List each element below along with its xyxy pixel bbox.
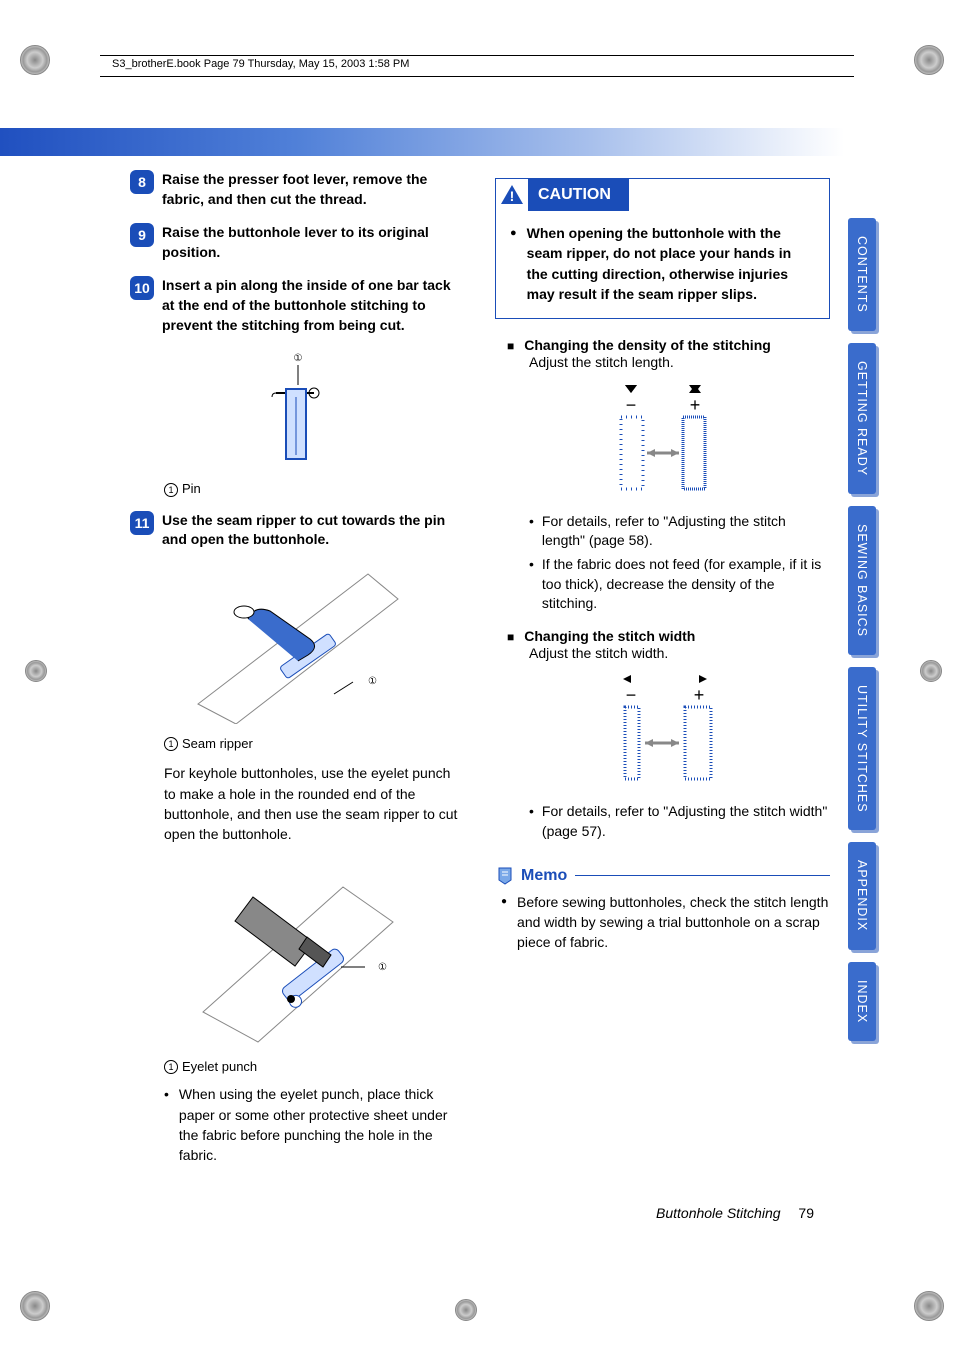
bullet-text: When using the eyelet punch, place thick… (179, 1084, 465, 1165)
width-bullet-1: For details, refer to "Adjusting the sti… (529, 802, 830, 841)
step-text: Raise the presser foot lever, remove the… (162, 170, 465, 209)
diagram-density: − + (495, 385, 830, 500)
density-body: Adjust the stitch length. (529, 353, 830, 373)
svg-text:①: ① (368, 676, 377, 687)
svg-text:−: − (625, 685, 636, 705)
svg-text:+: + (689, 395, 700, 415)
eyelet-bullet: When using the eyelet punch, place thick… (164, 1084, 465, 1165)
svg-text:+: + (693, 685, 704, 705)
step-text: Use the seam ripper to cut towards the p… (162, 511, 465, 550)
page-number: 79 (798, 1205, 814, 1221)
crop-mark (455, 1299, 477, 1321)
crop-mark (914, 45, 944, 75)
tab-appendix[interactable]: APPENDIX (848, 842, 876, 949)
memo-title: Memo (521, 867, 567, 885)
section-title: Changing the stitch width (524, 628, 695, 644)
crop-mark (914, 1291, 944, 1321)
step-10: 10 Insert a pin along the inside of one … (130, 276, 465, 335)
chapter-bar (0, 128, 844, 156)
legend-seam-ripper: 1 Seam ripper (164, 736, 465, 752)
step-11: 11 Use the seam ripper to cut towards th… (130, 511, 465, 550)
caution-box: ! CAUTION When opening the buttonhole wi… (495, 178, 830, 319)
step-number: 8 (130, 170, 154, 194)
side-tabs: CONTENTS GETTING READY SEWING BASICS UTI… (848, 218, 876, 1053)
right-column: ! CAUTION When opening the buttonhole wi… (495, 170, 830, 1165)
caution-header: ! CAUTION (496, 179, 629, 211)
step-text: Raise the buttonhole lever to its origin… (162, 223, 465, 262)
crop-mark (25, 660, 47, 682)
seam-ripper-svg: ① (188, 564, 408, 724)
header-text: S3_brotherE.book Page 79 Thursday, May 1… (112, 58, 409, 70)
width-section: Changing the stitch width (507, 628, 830, 644)
density-section: Changing the density of the stitching (507, 337, 830, 353)
step-text: Insert a pin along the inside of one bar… (162, 276, 465, 335)
memo-rule (575, 875, 830, 876)
memo-icon (495, 866, 515, 886)
pin-diagram-svg: ① (238, 349, 358, 469)
caution-icon: ! (496, 179, 528, 211)
legend-label: Pin (182, 481, 201, 496)
tab-sewing-basics[interactable]: SEWING BASICS (848, 506, 876, 655)
crop-mark (20, 1291, 50, 1321)
legend-number: 1 (164, 737, 178, 751)
diagram-eyelet: ① (130, 857, 465, 1047)
eyelet-svg: ① (183, 857, 413, 1047)
tab-contents[interactable]: CONTENTS (848, 218, 876, 331)
footer-title: Buttonhole Stitching (656, 1205, 781, 1221)
step-number: 10 (130, 276, 154, 300)
step-8: 8 Raise the presser foot lever, remove t… (130, 170, 465, 209)
svg-text:!: ! (510, 188, 515, 204)
step-number: 11 (130, 511, 154, 535)
diagram-seam-ripper: ① (130, 564, 465, 724)
svg-text:①: ① (293, 353, 302, 364)
legend-label: Eyelet punch (182, 1059, 257, 1074)
section-title: Changing the density of the stitching (524, 337, 771, 353)
diagram-width: − + (495, 675, 830, 790)
svg-text:①: ① (378, 962, 387, 973)
caution-label: CAUTION (528, 184, 611, 206)
memo-text: Before sewing buttonholes, check the sti… (501, 892, 830, 953)
legend-number: 1 (164, 1060, 178, 1074)
crop-mark (20, 45, 50, 75)
tab-getting-ready[interactable]: GETTING READY (848, 343, 876, 494)
density-svg: − + (583, 385, 743, 500)
step-9: 9 Raise the buttonhole lever to its orig… (130, 223, 465, 262)
legend-eyelet: 1 Eyelet punch (164, 1059, 465, 1075)
density-bullet-1: For details, refer to "Adjusting the sti… (529, 512, 830, 551)
caution-text: When opening the buttonhole with the sea… (510, 223, 815, 304)
left-column: 8 Raise the presser foot lever, remove t… (130, 170, 465, 1165)
keyhole-text: For keyhole buttonholes, use the eyelet … (164, 763, 465, 844)
width-svg: − + (583, 675, 743, 790)
density-bullet-2: If the fabric does not feed (for example… (529, 555, 830, 614)
crop-mark (920, 660, 942, 682)
diagram-pin: ① (130, 349, 465, 469)
tab-index[interactable]: INDEX (848, 962, 876, 1041)
width-body: Adjust the stitch width. (529, 644, 830, 664)
content: 8 Raise the presser foot lever, remove t… (130, 170, 830, 1165)
memo-header: Memo (495, 866, 830, 886)
step-number: 9 (130, 223, 154, 247)
legend-label: Seam ripper (182, 736, 253, 751)
tab-utility-stitches[interactable]: UTILITY STITCHES (848, 667, 876, 831)
legend-number: 1 (164, 483, 178, 497)
legend-pin: 1 Pin (164, 481, 465, 497)
svg-text:−: − (625, 395, 636, 415)
footer: Buttonhole Stitching 79 (656, 1205, 814, 1221)
